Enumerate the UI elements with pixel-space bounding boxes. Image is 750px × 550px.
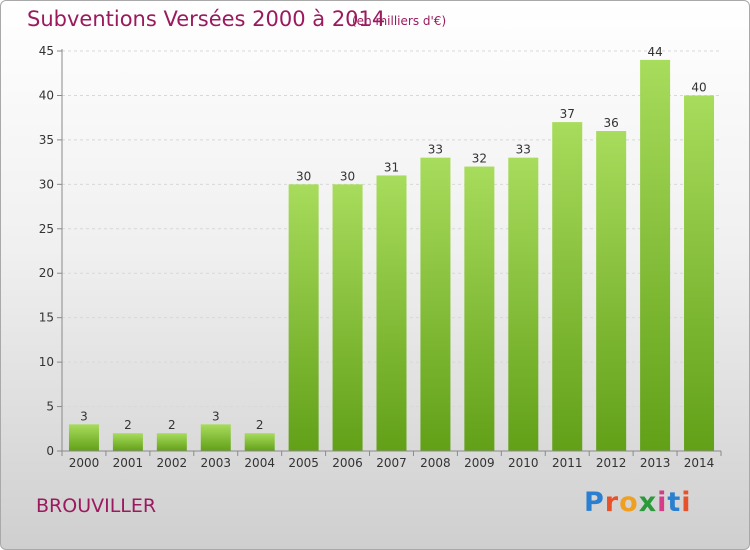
x-tick-label: 2000: [69, 456, 100, 470]
x-tick-label: 2007: [376, 456, 407, 470]
y-tick-label: 0: [46, 444, 54, 458]
bar: [640, 59, 671, 452]
bar: [288, 184, 319, 452]
logo-letter: P: [584, 487, 605, 518]
y-tick-label: 20: [39, 266, 54, 280]
x-tick-label: 2013: [640, 456, 671, 470]
x-tick-label: 2004: [244, 456, 275, 470]
y-tick-label: 10: [39, 355, 54, 369]
bar: [552, 122, 583, 451]
y-tick-label: 5: [46, 400, 54, 414]
x-tick-label: 2005: [288, 456, 319, 470]
bar: [508, 157, 539, 451]
x-tick-label: 2014: [684, 456, 715, 470]
x-tick-label: 2010: [508, 456, 539, 470]
bar: [596, 131, 627, 451]
bar: [420, 157, 451, 451]
x-tick-label: 2008: [420, 456, 451, 470]
bar: [156, 433, 187, 451]
data-label: 40: [691, 80, 706, 94]
logo-letter: i: [681, 487, 692, 518]
data-label: 30: [340, 169, 355, 183]
logo-letter: i: [657, 487, 668, 518]
data-label: 33: [428, 143, 443, 157]
x-tick-label: 2003: [200, 456, 231, 470]
logo-letter: x: [638, 487, 658, 518]
bar: [244, 433, 275, 451]
y-tick-label: 25: [39, 222, 54, 236]
bar: [684, 95, 715, 451]
y-tick-label: 45: [39, 44, 54, 58]
logo-letter: r: [604, 487, 620, 518]
data-label: 37: [560, 107, 575, 121]
chart-subtitle: (en milliers d'€): [352, 14, 447, 28]
x-tick-label: 2006: [332, 456, 363, 470]
data-label: 33: [516, 143, 531, 157]
data-label: 2: [124, 418, 132, 432]
bar: [68, 424, 99, 451]
chart-title: Subventions Versées 2000 à 2014: [27, 7, 386, 31]
x-tick-label: 2011: [552, 456, 583, 470]
bar: [332, 184, 363, 452]
y-tick-label: 35: [39, 133, 54, 147]
bar: [376, 175, 407, 451]
x-tick-label: 2001: [113, 456, 144, 470]
proxiti-logo: Proxiti: [584, 487, 692, 518]
x-tick-label: 2009: [464, 456, 495, 470]
y-tick-label: 40: [39, 88, 54, 102]
data-label: 36: [604, 116, 619, 130]
data-label: 3: [80, 409, 88, 423]
bar: [200, 424, 231, 451]
y-tick-label: 30: [39, 177, 54, 191]
x-tick-label: 2012: [596, 456, 627, 470]
data-label: 31: [384, 160, 399, 174]
logo-letter: t: [667, 487, 682, 518]
data-label: 2: [256, 418, 264, 432]
bar: [464, 166, 495, 452]
bar: [112, 433, 143, 451]
commune-name: BROUVILLER: [36, 495, 157, 517]
y-tick-label: 15: [39, 311, 54, 325]
data-label: 2: [168, 418, 176, 432]
data-label: 44: [647, 45, 662, 59]
data-label: 3: [212, 409, 220, 423]
logo-letter: o: [619, 487, 639, 518]
data-label: 32: [472, 152, 487, 166]
x-tick-label: 2002: [157, 456, 188, 470]
data-label: 30: [296, 169, 311, 183]
